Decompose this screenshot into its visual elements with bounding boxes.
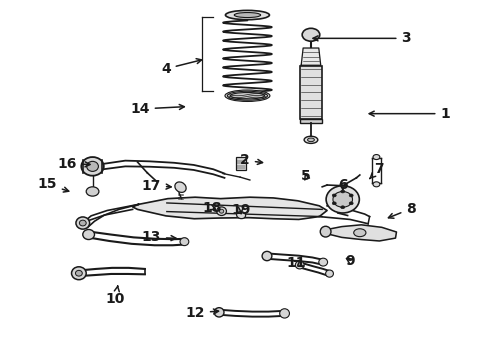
Ellipse shape bbox=[304, 136, 318, 143]
Ellipse shape bbox=[227, 91, 268, 100]
Ellipse shape bbox=[280, 309, 290, 318]
Text: 1: 1 bbox=[369, 107, 450, 121]
Circle shape bbox=[302, 28, 320, 41]
Text: 10: 10 bbox=[106, 286, 125, 306]
Text: 14: 14 bbox=[130, 102, 184, 116]
Ellipse shape bbox=[225, 10, 270, 20]
Text: 17: 17 bbox=[142, 179, 171, 193]
Circle shape bbox=[373, 154, 380, 159]
Circle shape bbox=[349, 202, 353, 205]
Ellipse shape bbox=[333, 192, 352, 207]
Ellipse shape bbox=[308, 138, 315, 141]
Ellipse shape bbox=[83, 229, 95, 239]
Bar bbox=[300, 66, 322, 119]
Ellipse shape bbox=[326, 270, 333, 277]
Circle shape bbox=[373, 182, 380, 187]
Ellipse shape bbox=[230, 93, 265, 99]
Bar bbox=[300, 119, 322, 123]
Polygon shape bbox=[327, 225, 396, 241]
Ellipse shape bbox=[320, 226, 331, 237]
Ellipse shape bbox=[225, 90, 270, 102]
Text: 4: 4 bbox=[161, 59, 201, 76]
Ellipse shape bbox=[87, 161, 98, 171]
Text: 3: 3 bbox=[313, 31, 411, 45]
Polygon shape bbox=[301, 48, 321, 65]
Ellipse shape bbox=[220, 209, 224, 213]
Text: 16: 16 bbox=[57, 157, 90, 171]
Ellipse shape bbox=[75, 270, 82, 276]
Text: 5: 5 bbox=[301, 170, 311, 183]
Text: 15: 15 bbox=[37, 177, 69, 192]
Ellipse shape bbox=[81, 157, 104, 176]
Ellipse shape bbox=[354, 229, 366, 237]
Text: 18: 18 bbox=[202, 201, 222, 215]
Ellipse shape bbox=[319, 258, 328, 266]
Text: 8: 8 bbox=[389, 202, 416, 218]
Text: 2: 2 bbox=[240, 153, 263, 167]
Ellipse shape bbox=[79, 220, 86, 226]
Bar bbox=[236, 157, 246, 170]
Text: 12: 12 bbox=[185, 306, 219, 320]
Circle shape bbox=[341, 206, 344, 209]
Text: 13: 13 bbox=[142, 230, 176, 244]
Ellipse shape bbox=[295, 261, 304, 269]
Ellipse shape bbox=[217, 207, 226, 216]
Circle shape bbox=[341, 190, 344, 193]
Circle shape bbox=[349, 194, 353, 197]
Text: 7: 7 bbox=[369, 162, 384, 179]
Circle shape bbox=[332, 194, 336, 197]
Ellipse shape bbox=[180, 238, 189, 246]
Circle shape bbox=[86, 187, 99, 196]
Circle shape bbox=[332, 202, 336, 205]
Text: 6: 6 bbox=[338, 178, 347, 192]
Ellipse shape bbox=[326, 186, 359, 213]
Ellipse shape bbox=[76, 217, 90, 229]
Text: 9: 9 bbox=[345, 254, 355, 268]
Ellipse shape bbox=[234, 13, 261, 18]
Ellipse shape bbox=[72, 267, 86, 280]
Polygon shape bbox=[133, 197, 327, 220]
Text: 19: 19 bbox=[231, 203, 251, 217]
Ellipse shape bbox=[237, 212, 245, 219]
Ellipse shape bbox=[214, 308, 224, 317]
Text: 11: 11 bbox=[287, 256, 306, 270]
Ellipse shape bbox=[175, 182, 186, 192]
Ellipse shape bbox=[262, 251, 272, 261]
